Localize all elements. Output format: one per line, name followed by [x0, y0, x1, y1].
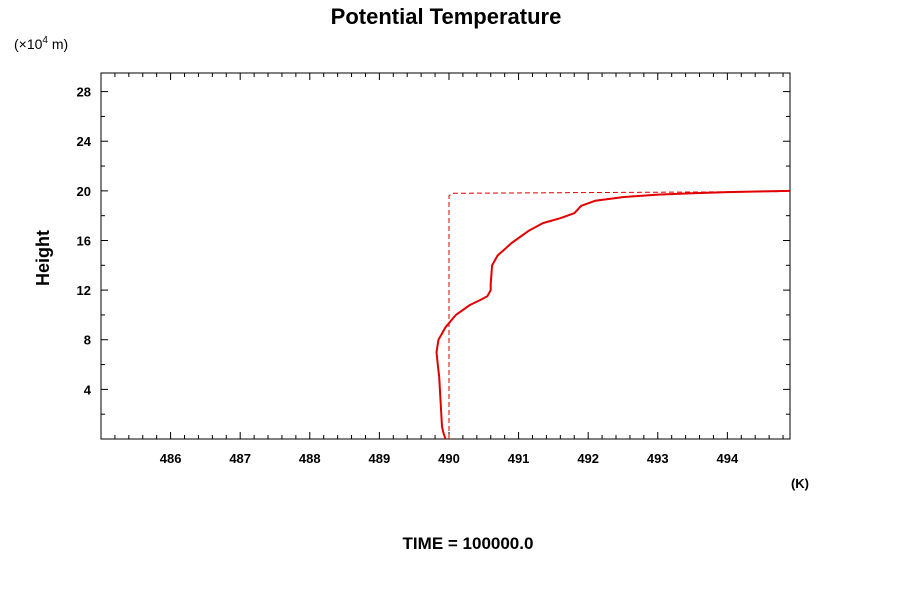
x-tick-label: 492 — [577, 451, 599, 466]
data-series — [435, 189, 791, 440]
y-unit-suffix: m) — [48, 36, 68, 52]
y-tick-label: 24 — [77, 134, 92, 149]
chart-title: Potential Temperature — [331, 4, 562, 29]
y-unit-prefix: (×10 — [14, 36, 43, 52]
x-tick-label: 493 — [647, 451, 669, 466]
y-tick-label: 16 — [77, 233, 91, 248]
y-unit-exponent: 4 — [42, 35, 48, 46]
x-tick-label: 487 — [229, 451, 251, 466]
axis-ticks: 486 487 488 489 490 491 492 493 494 4 8 12 16 20 24 28 — [77, 73, 790, 466]
x-tick-label: 494 — [717, 451, 739, 466]
time-footer: TIME = 100000.0 — [403, 534, 534, 553]
y-axis-label: Height — [33, 230, 53, 286]
plot-frame — [100, 72, 791, 440]
x-axis-unit: (K) — [791, 476, 809, 491]
x-tick-label: 491 — [508, 451, 530, 466]
y-tick-label: 8 — [84, 333, 91, 348]
dashed-series-line — [448, 191, 791, 439]
y-tick-label: 28 — [77, 85, 91, 100]
x-tick-label: 490 — [438, 451, 460, 466]
x-tick-label: 489 — [369, 451, 391, 466]
x-tick-label: 486 — [160, 451, 182, 466]
y-axis-unit: (×104 m) — [14, 35, 68, 52]
y-tick-label: 4 — [84, 382, 92, 397]
x-tick-label: 488 — [299, 451, 321, 466]
y-tick-label: 20 — [77, 184, 91, 199]
y-tick-label: 12 — [77, 283, 91, 298]
solid-series-line — [435, 189, 791, 440]
